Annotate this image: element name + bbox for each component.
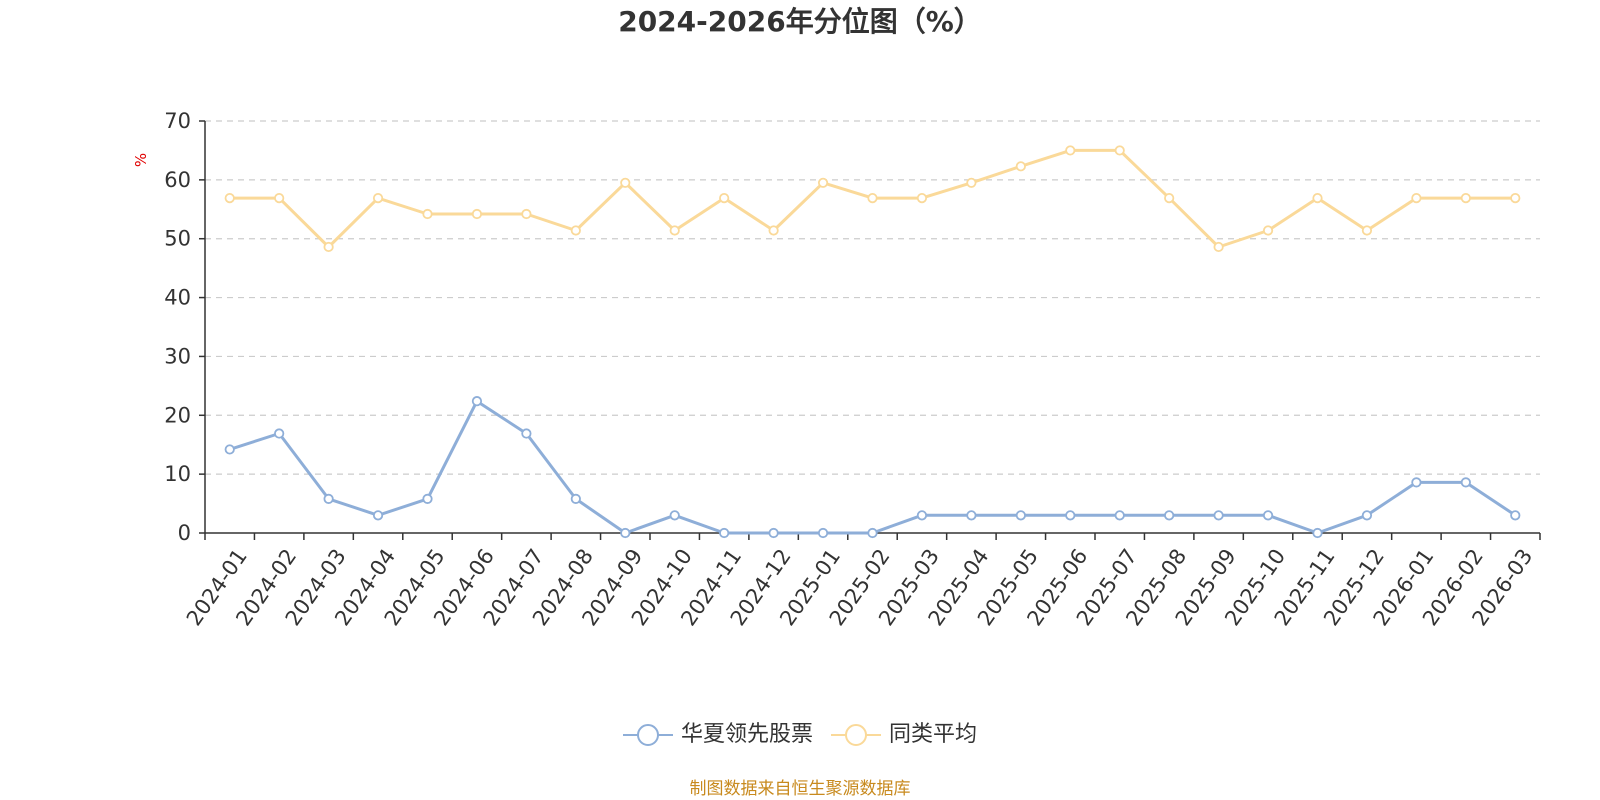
y-tick-label-60: 60 [164, 168, 191, 192]
data-point-s0-2026-01[interactable] [1411, 477, 1422, 488]
series-lines [229, 148, 1517, 535]
series-line-0 [229, 399, 1517, 535]
data-point-s1-2024-07[interactable] [521, 208, 532, 220]
legend-peer-average-label: 同类平均 [889, 722, 978, 747]
data-point-s0-2024-03[interactable] [323, 493, 334, 504]
y-tick-label-30: 30 [164, 344, 191, 368]
data-point-s0-2025-11[interactable] [1312, 527, 1323, 539]
data-point-s1-2024-09[interactable] [620, 177, 631, 188]
data-point-s1-2026-03[interactable] [1510, 193, 1521, 204]
data-point-s0-2024-05[interactable] [422, 493, 433, 504]
data-point-s1-2025-06[interactable] [1065, 145, 1076, 156]
data-point-s1-2025-08[interactable] [1164, 193, 1175, 204]
data-point-s0-2024-11[interactable] [719, 527, 730, 539]
data-point-s1-2026-01[interactable] [1411, 193, 1422, 204]
legend-fund-marker-icon [622, 724, 673, 746]
data-point-s1-2025-02[interactable] [867, 193, 878, 204]
data-point-s1-2024-02[interactable] [274, 193, 285, 204]
data-point-s1-2026-02[interactable] [1460, 193, 1471, 204]
data-point-s1-2024-10[interactable] [669, 225, 680, 236]
legend-item-peer-average[interactable]: 同类平均 [831, 722, 977, 748]
data-point-s0-2025-06[interactable] [1065, 510, 1076, 521]
data-point-s1-2024-03[interactable] [323, 241, 334, 253]
data-point-s1-2024-11[interactable] [719, 193, 730, 204]
data-point-s0-2024-12[interactable] [768, 527, 779, 539]
data-point-s1-2025-04[interactable] [966, 177, 977, 188]
data-point-s0-2025-05[interactable] [1015, 510, 1026, 521]
chart-title: 2024-2026年分位图（%） [618, 5, 982, 38]
data-point-s1-2025-05[interactable] [1015, 161, 1026, 172]
grid-lines [205, 120, 1540, 475]
y-tick-label-70: 70 [164, 109, 191, 133]
legend-peer-marker-icon [831, 724, 881, 746]
data-point-s0-2025-03[interactable] [916, 510, 928, 521]
data-point-s0-2024-08[interactable] [570, 493, 581, 504]
data-point-s1-2025-09[interactable] [1213, 241, 1224, 253]
data-point-s1-2024-08[interactable] [570, 225, 581, 236]
data-point-s0-2025-07[interactable] [1114, 510, 1125, 521]
data-point-s0-2024-07[interactable] [521, 428, 532, 439]
y-tick-label-10: 10 [164, 462, 191, 486]
data-point-s0-2025-04[interactable] [966, 510, 977, 521]
data-point-s0-2024-09[interactable] [620, 527, 631, 539]
data-point-s1-2024-12[interactable] [768, 225, 779, 236]
data-point-s1-2025-10[interactable] [1262, 225, 1274, 236]
data-point-s0-2025-09[interactable] [1213, 510, 1224, 521]
chart-legend: 华夏领先股票 同类平均 [0, 722, 1600, 748]
data-point-s1-2024-01[interactable] [224, 193, 235, 204]
legend-item-fund[interactable]: 华夏领先股票 [622, 722, 813, 748]
data-point-s1-2025-01[interactable] [817, 177, 829, 188]
data-point-s0-2024-04[interactable] [372, 510, 384, 521]
data-point-s1-2025-12[interactable] [1361, 225, 1373, 236]
data-point-s0-2026-03[interactable] [1510, 510, 1521, 521]
y-tick-label-50: 50 [164, 227, 191, 251]
data-point-s1-2024-05[interactable] [422, 208, 433, 220]
data-point-s0-2025-02[interactable] [867, 527, 878, 539]
data-point-s1-2025-11[interactable] [1312, 193, 1323, 204]
legend-fund-label: 华夏领先股票 [680, 722, 813, 747]
data-point-s0-2026-02[interactable] [1460, 477, 1471, 488]
data-point-s0-2025-10[interactable] [1262, 510, 1274, 521]
data-point-s0-2024-06[interactable] [471, 396, 483, 407]
data-point-s1-2025-03[interactable] [916, 193, 928, 204]
y-tick-label-20: 20 [164, 403, 191, 427]
data-point-s1-2024-06[interactable] [471, 208, 483, 220]
data-point-s0-2025-08[interactable] [1164, 510, 1175, 521]
data-point-s1-2025-07[interactable] [1114, 145, 1125, 156]
data-point-s0-2024-01[interactable] [224, 444, 235, 455]
data-points [224, 145, 1521, 539]
data-point-s0-2024-10[interactable] [669, 510, 680, 521]
data-point-s0-2025-12[interactable] [1361, 510, 1373, 521]
y-tick-label-40: 40 [164, 286, 191, 310]
data-point-s0-2024-02[interactable] [274, 428, 285, 439]
y-tick-label-0: 0 [178, 521, 191, 545]
data-point-s0-2025-01[interactable] [817, 527, 829, 539]
data-point-s1-2024-04[interactable] [372, 193, 384, 204]
y-axis-unit-label: % [132, 153, 150, 167]
data-source-note: 制图数据来自恒生聚源数据库 [689, 779, 911, 799]
axes: 0102030405060702024-012024-022024-032024… [164, 109, 1541, 630]
